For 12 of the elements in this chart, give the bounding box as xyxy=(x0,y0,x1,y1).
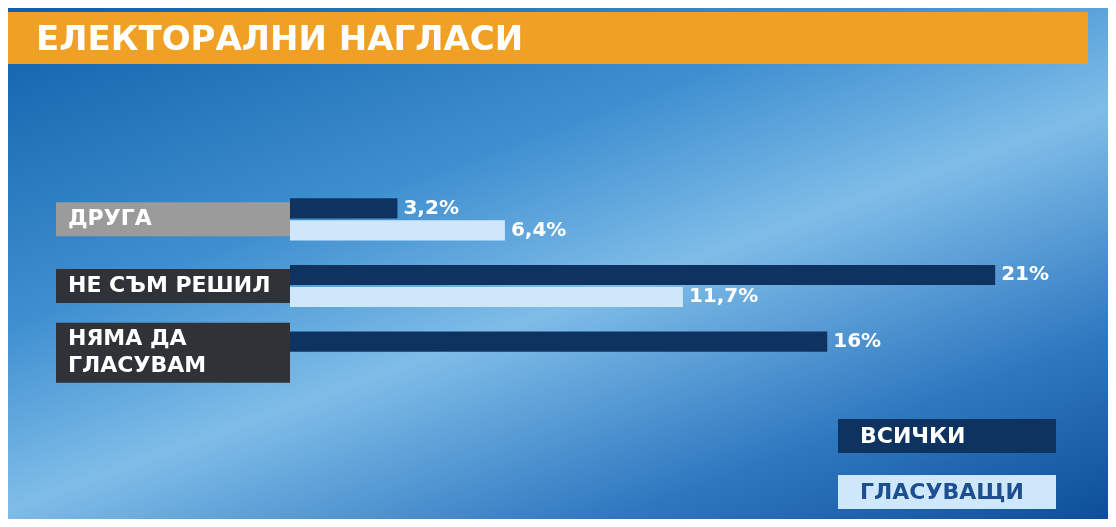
chart-title: ЕЛЕКТОРАЛНИ НАГЛАСИ xyxy=(8,12,1088,64)
data-label: 6,4% xyxy=(510,216,567,241)
data-label: 16% xyxy=(833,327,882,352)
text: ГЛАСУВАЩИ xyxy=(838,475,1056,509)
y-tick-label: НЯМА ДА ГЛАСУВАМ xyxy=(68,324,207,377)
data-label: 3,2% xyxy=(403,194,459,219)
y-tick-label: НЕ СЪМ РЕШИЛ xyxy=(68,271,271,297)
data-label: 21% xyxy=(1001,261,1050,286)
text: ВСИЧКИ xyxy=(838,419,1056,453)
y-tick-label: ДРУГА xyxy=(68,205,152,231)
data-label: 11,7% xyxy=(688,283,759,308)
bar xyxy=(290,198,398,219)
